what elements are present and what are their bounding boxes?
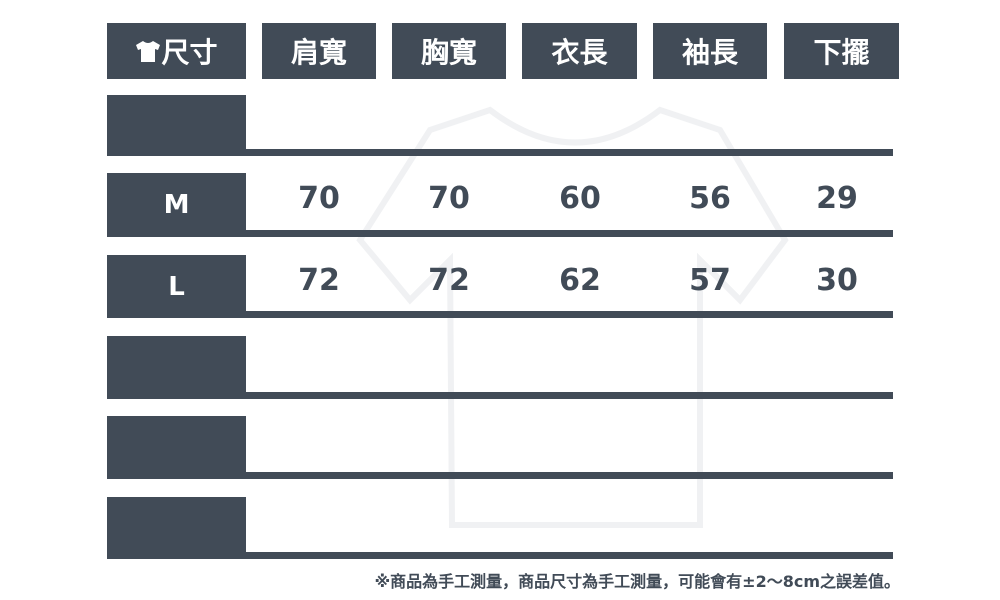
size-row-label (107, 416, 246, 479)
size-value-cell: 57 (689, 262, 731, 298)
size-value-cell: 72 (298, 262, 340, 298)
size-value-cell: 29 (816, 181, 858, 216)
row-divider (246, 392, 893, 399)
size-header-label: 尺寸 (161, 36, 218, 69)
size-value-cell: 60 (559, 181, 601, 216)
size-value-cell: 56 (689, 181, 731, 216)
size-value-cell: 72 (428, 262, 470, 298)
measurement-note: ※商品為手工測量，商品尺寸為手工測量，可能會有±2～8cm之誤差值。 (374, 572, 900, 591)
row-divider (246, 472, 893, 479)
size-row-label: M (107, 173, 246, 237)
size-row-label: L (107, 255, 246, 318)
column-header-chest: 胸寬 (392, 23, 506, 79)
row-divider (246, 230, 893, 237)
size-header: 尺寸 (107, 23, 246, 79)
size-row-label (107, 336, 246, 399)
tshirt-icon (136, 41, 161, 62)
size-value-cell: 30 (816, 262, 858, 298)
size-row-label (107, 95, 246, 156)
row-divider (246, 552, 893, 559)
size-value-cell: 70 (428, 181, 470, 216)
column-header-sleeve: 袖長 (653, 23, 767, 79)
column-header-shoulder: 肩寬 (262, 23, 376, 79)
column-header-length: 衣長 (522, 23, 637, 79)
row-divider (246, 149, 893, 156)
size-value-cell: 62 (559, 262, 601, 298)
column-header-hem: 下擺 (784, 23, 899, 79)
size-row-label (107, 497, 246, 559)
size-value-cell: 70 (298, 181, 340, 216)
row-divider (246, 311, 893, 318)
